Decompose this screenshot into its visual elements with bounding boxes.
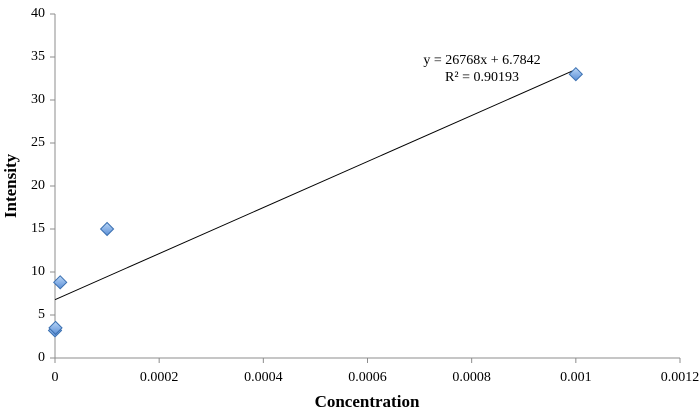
trendline-equation: y = 26768x + 6.7842 xyxy=(423,53,540,68)
trendline xyxy=(54,68,577,301)
y-tick-label: 5 xyxy=(38,307,45,322)
data-point xyxy=(48,320,63,336)
x-tick-label: 0 xyxy=(52,370,59,385)
y-tick-label: 0 xyxy=(38,350,45,365)
trendline-r-squared: R² = 0.90193 xyxy=(445,70,519,85)
x-tick-label: 0.0006 xyxy=(348,370,387,385)
data-point xyxy=(568,66,584,82)
y-tick-label: 15 xyxy=(31,221,45,236)
x-axis-title: Concentration xyxy=(315,392,420,411)
y-tick-label: 20 xyxy=(31,178,45,193)
y-tick-label: 30 xyxy=(31,92,45,107)
data-point xyxy=(99,221,115,237)
y-tick-label: 35 xyxy=(31,49,45,64)
x-tick-label: 0.001 xyxy=(560,370,592,385)
x-tick-label: 0.0004 xyxy=(244,370,283,385)
y-tick-label: 40 xyxy=(31,6,45,21)
x-tick-label: 0.0008 xyxy=(452,370,491,385)
y-axis-title: Intensity xyxy=(1,153,20,218)
x-tick-label: 0.0012 xyxy=(661,370,700,385)
y-tick-label: 25 xyxy=(31,135,45,150)
y-tick-label: 10 xyxy=(31,264,45,279)
x-tick-label: 0.0002 xyxy=(140,370,179,385)
data-point xyxy=(53,275,68,290)
